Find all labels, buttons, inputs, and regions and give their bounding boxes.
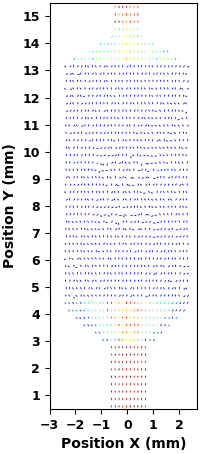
Y-axis label: Position Y (mm): Position Y (mm) <box>3 143 17 268</box>
X-axis label: Position X (mm): Position X (mm) <box>61 437 186 451</box>
